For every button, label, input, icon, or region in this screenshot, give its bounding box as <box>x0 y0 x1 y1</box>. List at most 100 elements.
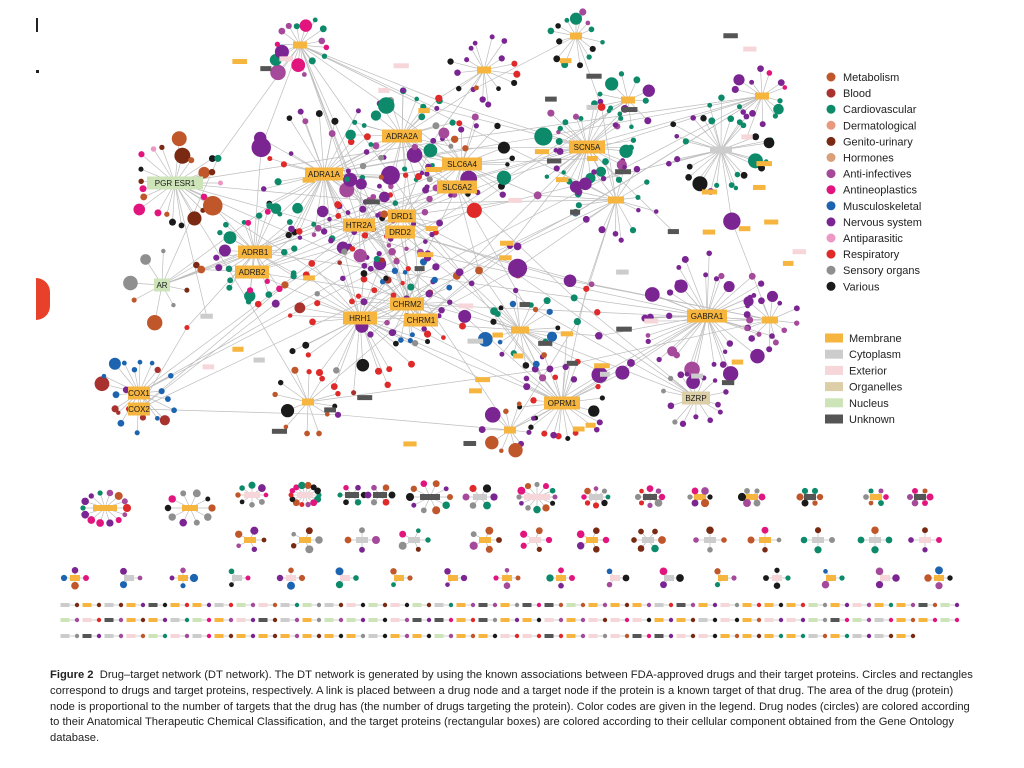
target-node <box>302 603 312 607</box>
network-edge <box>318 113 325 175</box>
drug-node <box>526 429 532 435</box>
target-label: DRD1 <box>391 212 413 221</box>
network-edge <box>406 257 428 305</box>
drug-node <box>121 498 128 505</box>
drug-node <box>519 500 524 506</box>
legend-drug-label: Respiratory <box>843 249 900 261</box>
network-edge <box>299 44 349 172</box>
legend-drug-swatch <box>826 120 836 130</box>
target-node <box>93 505 117 511</box>
drug-node <box>762 547 768 553</box>
drug-node <box>602 536 610 544</box>
drug-node <box>445 582 450 587</box>
drug-node <box>392 340 399 347</box>
drug-node <box>496 86 501 92</box>
drug-node <box>674 133 680 139</box>
drug-node <box>615 365 630 380</box>
drug-node <box>637 545 645 552</box>
network-edge <box>684 259 708 317</box>
drug-node <box>761 526 769 534</box>
drug-node <box>286 115 293 121</box>
drug-node <box>388 491 396 499</box>
legend-drug-label: Anti-infectives <box>843 169 912 181</box>
legend-drug-label: Musculoskeletal <box>843 201 921 213</box>
drug-node <box>634 493 642 501</box>
target-node <box>874 634 884 638</box>
drug-node <box>472 40 478 46</box>
drug-node <box>404 633 410 639</box>
drug-node <box>561 170 566 175</box>
network-edge <box>174 138 455 184</box>
drug-node <box>642 97 649 104</box>
drug-node <box>484 407 501 423</box>
drug-node <box>286 219 293 226</box>
network-edge <box>503 95 763 179</box>
drug-node <box>595 383 601 390</box>
drug-node <box>198 166 210 179</box>
drug-node <box>734 602 740 608</box>
drug-node <box>184 287 190 293</box>
target-node <box>343 218 375 232</box>
drug-node <box>386 243 392 248</box>
drug-node <box>337 260 342 265</box>
target-node <box>412 634 422 638</box>
network-edge <box>323 173 333 239</box>
drug-node <box>646 485 654 492</box>
target-node <box>182 505 198 511</box>
target-node <box>434 618 444 622</box>
drug-node <box>591 169 597 175</box>
network-edge <box>438 69 485 99</box>
legend-target-swatch <box>825 382 843 392</box>
drug-node <box>382 484 390 492</box>
drug-node <box>656 356 662 363</box>
drug-node <box>314 224 322 232</box>
drug-node <box>425 339 431 345</box>
drug-node <box>871 546 879 554</box>
network-edge <box>615 199 617 234</box>
target-node <box>742 618 752 622</box>
network-edge <box>769 319 777 343</box>
drug-node <box>617 111 623 117</box>
target-node <box>286 575 296 581</box>
drug-node <box>338 602 344 608</box>
legend-drug-swatch <box>826 265 836 275</box>
drug-node <box>883 494 889 500</box>
drug-node <box>287 581 295 590</box>
drug-node <box>777 98 783 104</box>
target-node <box>232 346 244 352</box>
drug-node <box>306 369 312 375</box>
target-node <box>570 32 582 40</box>
drug-node <box>410 485 417 492</box>
network-edge <box>248 301 309 403</box>
drug-node <box>503 582 511 590</box>
drug-node <box>714 582 721 588</box>
target-node <box>522 618 532 622</box>
network-edge <box>359 317 412 365</box>
drug-node <box>379 278 386 285</box>
drug-node <box>734 171 741 178</box>
drug-node <box>501 38 508 44</box>
drug-node <box>388 329 396 337</box>
drug-node <box>291 531 296 537</box>
drug-node <box>399 530 407 538</box>
network-edge <box>174 182 428 255</box>
drug-node <box>379 191 390 203</box>
network-edge <box>289 117 325 175</box>
drug-node <box>624 633 630 639</box>
drug-node <box>565 435 571 442</box>
drug-node <box>509 300 517 308</box>
drug-node <box>456 120 463 127</box>
target-node <box>390 297 424 311</box>
drug-node <box>347 138 355 146</box>
drug-node <box>535 527 543 535</box>
drug-node <box>270 203 282 214</box>
drug-node <box>393 258 400 265</box>
network-edge <box>305 121 325 175</box>
drug-node <box>509 155 515 162</box>
drug-node <box>120 567 127 575</box>
drug-node <box>844 602 850 608</box>
drug-node <box>409 332 415 338</box>
network-edge <box>284 186 458 286</box>
drug-node <box>448 193 453 198</box>
target-node <box>616 269 629 275</box>
